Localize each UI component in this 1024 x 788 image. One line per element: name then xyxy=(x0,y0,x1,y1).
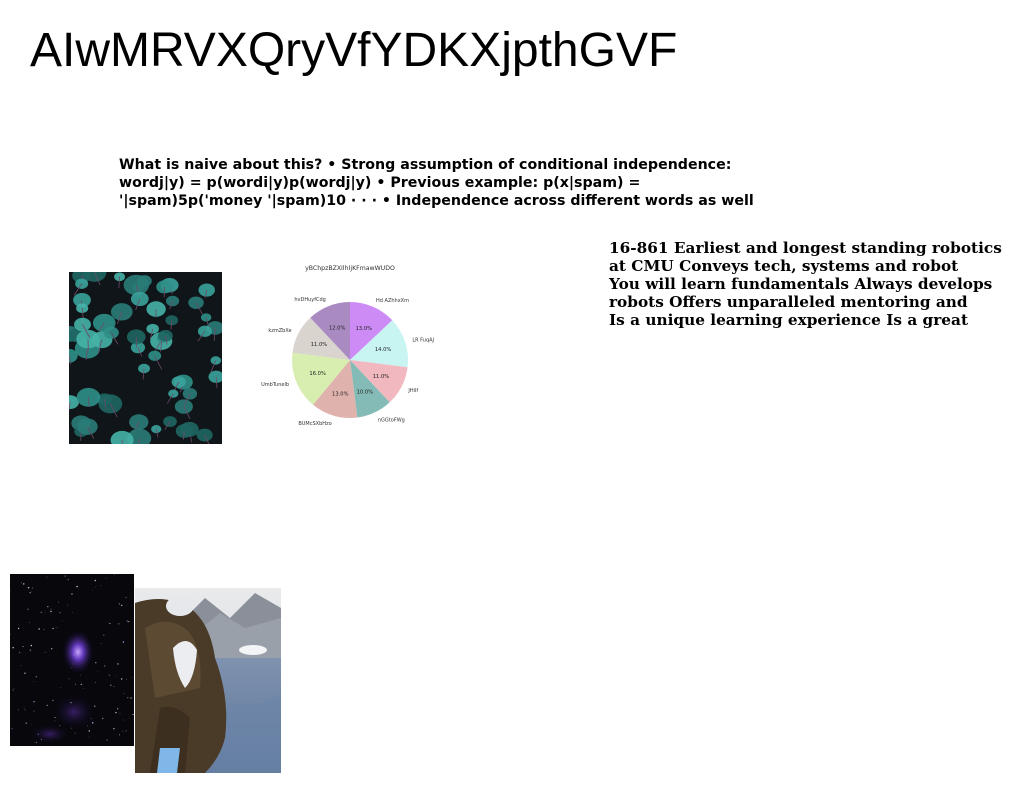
slice-value-label: 13.0% xyxy=(356,326,373,332)
robotics-course-line: You will learn fundamentals Always devel… xyxy=(609,275,993,293)
robotics-course-line: robots Offers unparalleled mentoring and xyxy=(609,293,968,311)
slice-category-label: nGGtoFWg xyxy=(378,417,405,423)
slice-value-label: 10.0% xyxy=(357,389,374,395)
pie-slice xyxy=(292,317,350,360)
slice-category-label: Hd AZhhxXm xyxy=(376,298,409,304)
pie-slice xyxy=(350,360,390,418)
page-title: AIwMRVXQryVfYDKXjpthGVF xyxy=(30,24,678,77)
hiker-photo xyxy=(135,588,281,773)
robotics-course-line: 16-861 Earliest and longest standing rob… xyxy=(609,239,1002,257)
slice-category-label: LR FuqAJ xyxy=(412,338,434,344)
slice-category-label: kzmZbXe xyxy=(268,328,291,334)
pie-slice xyxy=(292,352,350,405)
slice-category-label: BUMcSXbHzo xyxy=(298,421,331,427)
slice-value-label: 16.0% xyxy=(309,371,326,377)
nebula-photo xyxy=(10,574,134,746)
robotics-course-text: 16-861 Earliest and longest standing rob… xyxy=(609,239,1021,329)
naive-bayes-line: '|spam)5p('money '|spam)10 · · · • Indep… xyxy=(119,193,754,209)
robotics-course-line: at CMU Conveys tech, systems and robot xyxy=(609,257,959,275)
slice-value-label: 12.0% xyxy=(329,326,346,332)
naive-bayes-line: What is naive about this? • Strong assum… xyxy=(119,157,732,173)
pie-chart: yBChpzBZXIlhIjKFmawWUDO 13.0% Hd AZhhxXm 14… xyxy=(250,258,450,450)
slice-value-label: 11.0% xyxy=(373,374,390,380)
naive-bayes-text: What is naive about this? • Strong assum… xyxy=(119,156,779,210)
pie-slice xyxy=(313,360,358,418)
slice-value-label: 13.0% xyxy=(332,391,349,397)
leaves-photo xyxy=(69,272,222,444)
pie-slice xyxy=(350,360,408,403)
slice-value-label: 14.0% xyxy=(375,347,392,353)
naive-bayes-line: wordj|y) = p(wordi|y)p(wordj|y) • Previo… xyxy=(119,175,641,191)
robotics-course-line: Is a unique learning experience Is a gre… xyxy=(609,311,969,329)
pie-slice xyxy=(310,302,350,360)
pie-slice xyxy=(350,320,408,368)
slice-value-label: 11.0% xyxy=(311,342,328,348)
slice-category-label: hvDHuyfCdg xyxy=(294,297,325,303)
slice-category-label: JHilf xyxy=(407,388,418,394)
chart-title: yBChpzBZXIlhIjKFmawWUDO xyxy=(305,265,395,272)
pie-slice xyxy=(350,302,393,360)
slice-category-label: UmbTunelb xyxy=(261,382,289,388)
